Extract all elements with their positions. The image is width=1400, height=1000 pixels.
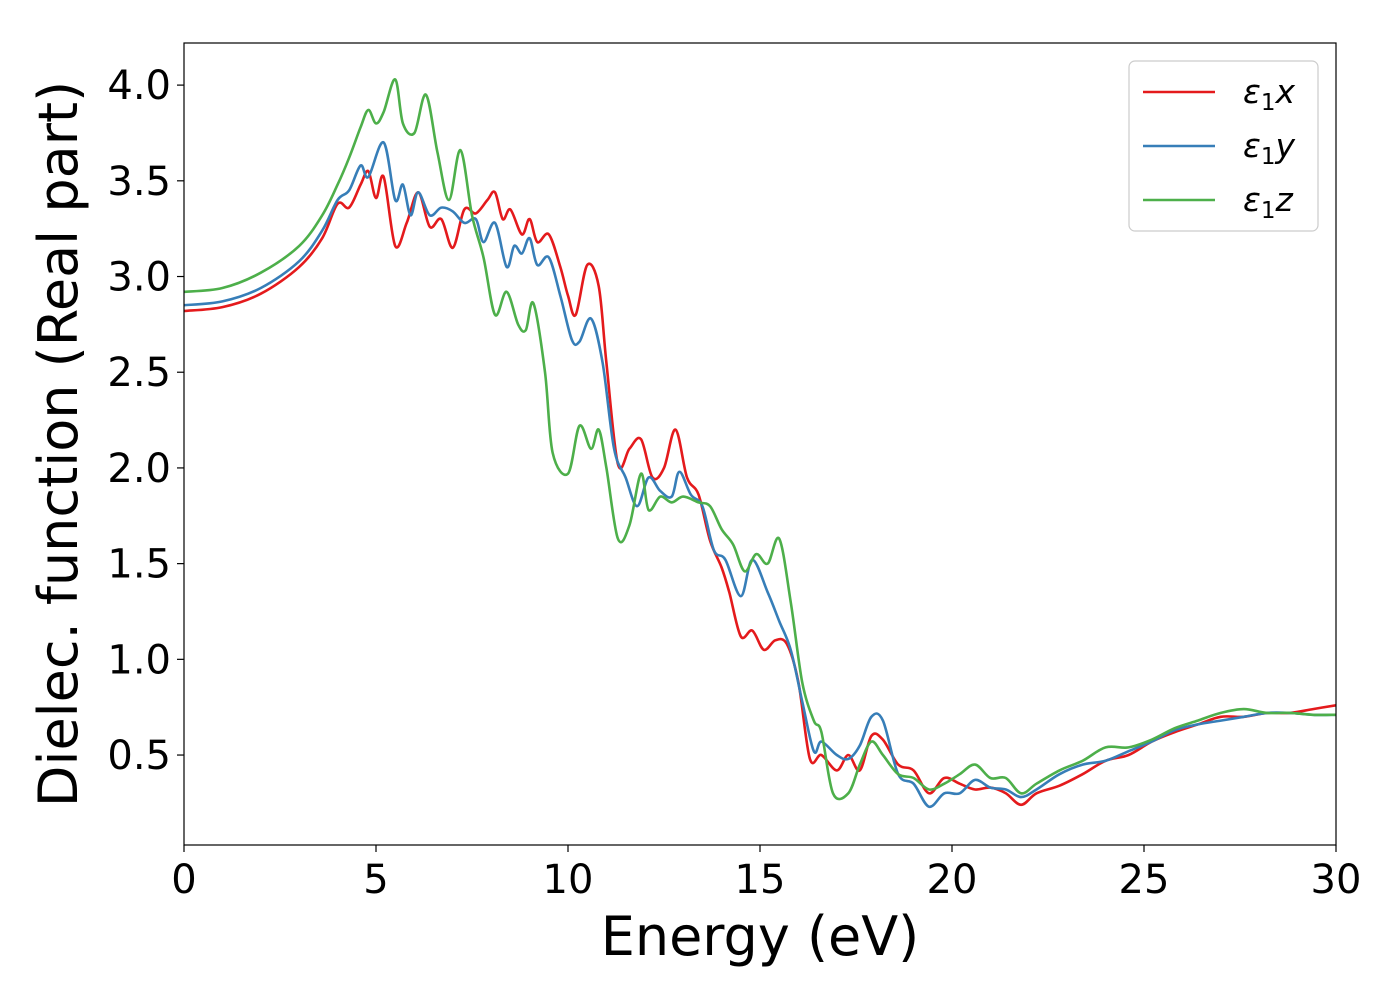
y-tick-label: 1.0 <box>107 637 171 683</box>
series-layer <box>184 78 1336 809</box>
legend-label-main: ε <box>1243 72 1261 111</box>
y-tick-label: 1.5 <box>107 542 171 588</box>
x-tick-label: 0 <box>171 857 196 903</box>
legend-label-x: ε1x <box>1243 72 1295 116</box>
x-tick-label: 5 <box>363 857 388 903</box>
legend-label-main: ε <box>1243 180 1261 219</box>
y-tick-label: 2.0 <box>107 446 171 492</box>
x-axis-title: Energy (eV) <box>601 905 920 968</box>
y-tick-label: 4.0 <box>107 63 171 109</box>
legend-label-suffix: x <box>1274 72 1295 111</box>
legend-label-y: ε1y <box>1243 126 1295 170</box>
y-axis: 0.5 1.0 1.5 2.0 2.5 3.0 3.5 4.0 <box>107 63 184 779</box>
legend-label-suffix: z <box>1274 180 1293 219</box>
legend-box <box>1128 60 1319 232</box>
x-tick-label: 15 <box>735 857 786 903</box>
x-tick-label: 25 <box>1119 857 1170 903</box>
legend-label-subscript: 1 <box>1261 144 1276 170</box>
legend-label-subscript: 1 <box>1261 90 1276 116</box>
y-axis-title: Dielec. function (Real part) <box>27 81 90 807</box>
legend-label-suffix: y <box>1274 126 1295 165</box>
x-tick-label: 10 <box>543 857 594 903</box>
legend-label-main: ε <box>1243 126 1261 165</box>
y-tick-label: 2.5 <box>107 350 171 396</box>
legend-label-subscript: 1 <box>1261 198 1276 224</box>
x-tick-label: 30 <box>1311 857 1362 903</box>
legend-label-z: ε1z <box>1243 180 1293 224</box>
y-tick-label: 3.0 <box>107 255 171 301</box>
series-line-z <box>184 78 1336 801</box>
y-tick-label: 3.5 <box>107 159 171 205</box>
y-tick-label: 0.5 <box>107 733 171 779</box>
x-axis: 0 5 10 15 20 25 30 <box>171 845 1361 903</box>
x-tick-label: 20 <box>927 857 978 903</box>
series-line-y <box>184 141 1336 809</box>
